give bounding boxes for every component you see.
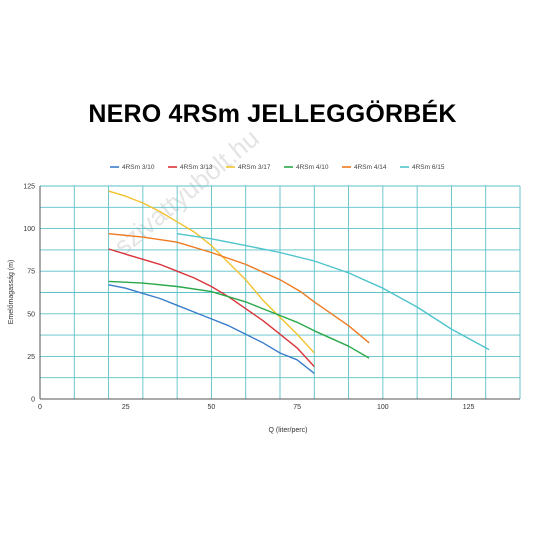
x-tick-label: 25 bbox=[122, 404, 130, 411]
grid bbox=[39, 185, 521, 400]
x-tick-label: 50 bbox=[208, 404, 216, 411]
series-line bbox=[108, 233, 370, 344]
series-line bbox=[176, 233, 490, 351]
x-tick-label: 125 bbox=[463, 404, 475, 411]
y-tick-label: 100 bbox=[23, 226, 35, 233]
x-tick-label: 0 bbox=[38, 404, 42, 411]
series-line bbox=[108, 190, 315, 354]
legend-label: 4RSm 4/10 bbox=[296, 164, 329, 171]
axes bbox=[39, 186, 520, 400]
x-tick-label: 75 bbox=[293, 404, 301, 411]
series-line bbox=[108, 284, 315, 374]
y-axis-label: Emelőmagasság (m) bbox=[8, 260, 15, 325]
x-axis-label: Q (liter/perc) bbox=[269, 427, 308, 434]
legend: 4RSm 3/10 4RSm 3/13 4RSm 3/17 4RSm 4/10 4RSm… bbox=[110, 164, 445, 171]
series-line bbox=[108, 248, 315, 368]
legend-label: 4RSm 6/15 bbox=[412, 164, 445, 171]
chart-title: NERO 4RSm JELLEGGÖRBÉK bbox=[88, 100, 457, 128]
y-tick-label: 125 bbox=[23, 184, 35, 191]
y-tick-label: 25 bbox=[27, 354, 35, 361]
tick-labels: 0 25 50 75 100 125 0 25 50 75 100 125 bbox=[23, 184, 474, 412]
legend-label: 4RSm 3/13 bbox=[180, 164, 213, 171]
y-tick-label: 0 bbox=[31, 397, 35, 404]
y-tick-label: 75 bbox=[27, 269, 35, 276]
x-tick-label: 100 bbox=[377, 404, 389, 411]
series-line bbox=[108, 280, 370, 359]
legend-label: 4RSm 3/10 bbox=[122, 164, 155, 171]
legend-label: 4RSm 3/17 bbox=[238, 164, 271, 171]
series-lines bbox=[108, 190, 490, 374]
legend-label: 4RSm 4/14 bbox=[354, 164, 387, 171]
y-tick-label: 50 bbox=[27, 311, 35, 318]
